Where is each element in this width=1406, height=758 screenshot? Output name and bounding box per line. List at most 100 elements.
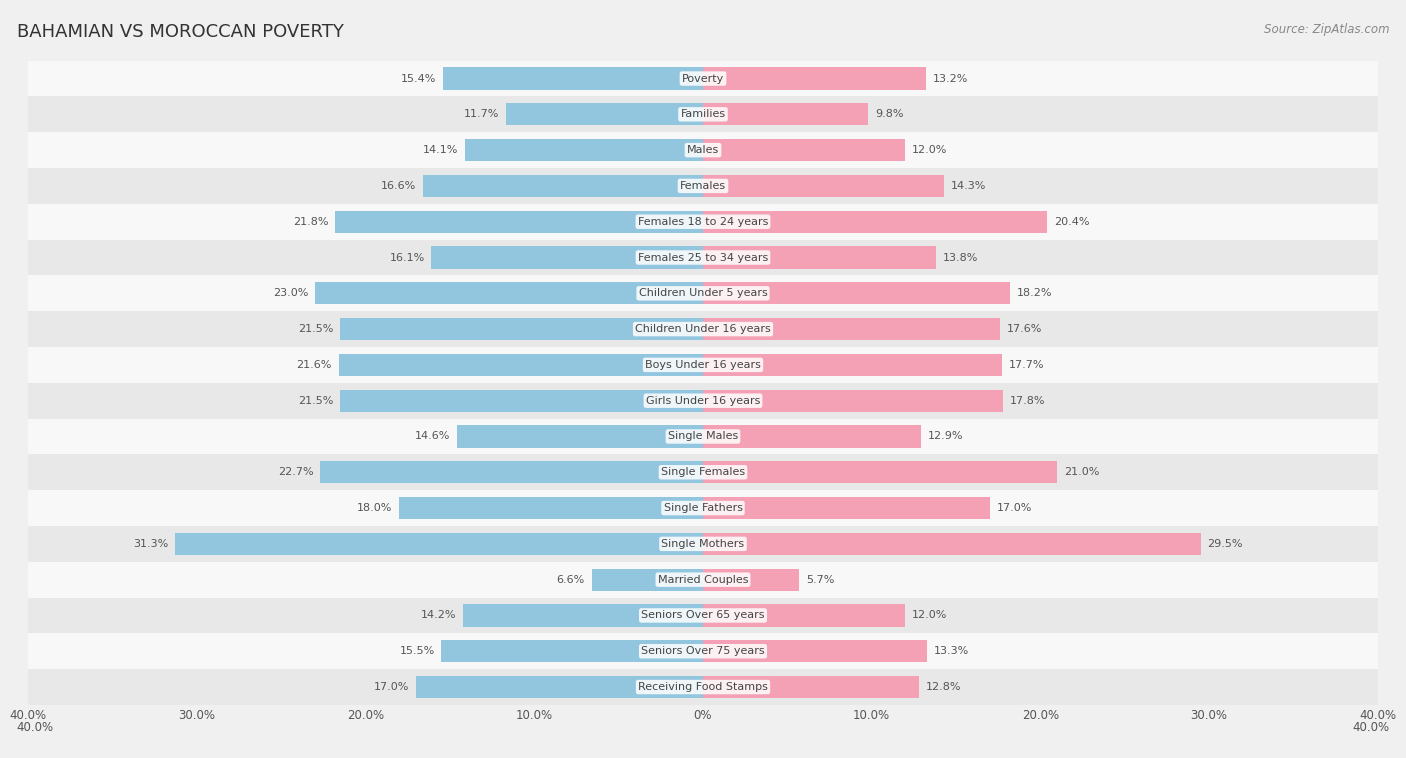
Bar <box>592 568 703 590</box>
Text: 14.1%: 14.1% <box>423 145 458 155</box>
Bar <box>340 318 703 340</box>
Text: Boys Under 16 years: Boys Under 16 years <box>645 360 761 370</box>
Text: 16.6%: 16.6% <box>381 181 416 191</box>
Text: Single Fathers: Single Fathers <box>664 503 742 513</box>
Text: Poverty: Poverty <box>682 74 724 83</box>
Bar <box>340 390 703 412</box>
Text: 9.8%: 9.8% <box>875 109 904 119</box>
Bar <box>28 454 1378 490</box>
Bar <box>703 139 905 161</box>
Text: 21.5%: 21.5% <box>298 324 333 334</box>
Bar <box>457 425 703 447</box>
Bar <box>464 604 703 627</box>
Text: Single Mothers: Single Mothers <box>661 539 745 549</box>
Text: Source: ZipAtlas.com: Source: ZipAtlas.com <box>1264 23 1389 36</box>
Text: 17.0%: 17.0% <box>997 503 1032 513</box>
Text: 15.4%: 15.4% <box>401 74 436 83</box>
Bar <box>703 67 925 89</box>
Bar <box>28 383 1378 418</box>
Bar <box>703 282 1010 305</box>
Text: 12.9%: 12.9% <box>928 431 963 441</box>
Text: 18.0%: 18.0% <box>357 503 392 513</box>
Text: 17.7%: 17.7% <box>1008 360 1043 370</box>
Bar <box>703 533 1201 555</box>
Bar <box>335 211 703 233</box>
Text: 40.0%: 40.0% <box>17 721 53 735</box>
Bar <box>28 240 1378 275</box>
Text: 12.8%: 12.8% <box>925 682 962 692</box>
Text: Girls Under 16 years: Girls Under 16 years <box>645 396 761 406</box>
Bar <box>703 390 1004 412</box>
Text: Seniors Over 75 years: Seniors Over 75 years <box>641 647 765 656</box>
Text: Children Under 5 years: Children Under 5 years <box>638 288 768 299</box>
Bar <box>28 61 1378 96</box>
Bar <box>703 641 928 662</box>
Bar <box>28 634 1378 669</box>
Bar <box>28 132 1378 168</box>
Text: Single Males: Single Males <box>668 431 738 441</box>
Text: 17.6%: 17.6% <box>1007 324 1042 334</box>
Bar <box>321 461 703 484</box>
Text: 21.0%: 21.0% <box>1064 467 1099 478</box>
Text: 13.8%: 13.8% <box>942 252 979 262</box>
Text: Married Couples: Married Couples <box>658 575 748 584</box>
Bar <box>703 175 945 197</box>
Bar <box>28 597 1378 634</box>
Bar <box>441 641 703 662</box>
Text: 29.5%: 29.5% <box>1208 539 1243 549</box>
Text: 18.2%: 18.2% <box>1017 288 1052 299</box>
Bar <box>416 676 703 698</box>
Text: 14.6%: 14.6% <box>415 431 450 441</box>
Bar <box>339 354 703 376</box>
Bar <box>28 418 1378 454</box>
Text: 31.3%: 31.3% <box>134 539 169 549</box>
Text: 23.0%: 23.0% <box>273 288 308 299</box>
Bar <box>703 461 1057 484</box>
Text: 5.7%: 5.7% <box>806 575 834 584</box>
Text: Females: Females <box>681 181 725 191</box>
Text: Females 25 to 34 years: Females 25 to 34 years <box>638 252 768 262</box>
Bar <box>28 312 1378 347</box>
Bar <box>703 103 869 125</box>
Text: 16.1%: 16.1% <box>389 252 425 262</box>
Bar <box>423 175 703 197</box>
Bar <box>703 211 1047 233</box>
Text: 21.5%: 21.5% <box>298 396 333 406</box>
Bar <box>28 526 1378 562</box>
Text: Males: Males <box>688 145 718 155</box>
Bar <box>443 67 703 89</box>
Text: 22.7%: 22.7% <box>277 467 314 478</box>
Text: 21.8%: 21.8% <box>292 217 329 227</box>
Text: Single Females: Single Females <box>661 467 745 478</box>
Text: 12.0%: 12.0% <box>912 610 948 621</box>
Bar <box>28 204 1378 240</box>
Text: 11.7%: 11.7% <box>464 109 499 119</box>
Text: 13.3%: 13.3% <box>934 647 969 656</box>
Text: 13.2%: 13.2% <box>932 74 967 83</box>
Bar <box>28 168 1378 204</box>
Text: 17.8%: 17.8% <box>1010 396 1046 406</box>
Text: 14.3%: 14.3% <box>950 181 987 191</box>
Text: 14.2%: 14.2% <box>422 610 457 621</box>
Bar <box>703 497 990 519</box>
Bar <box>28 347 1378 383</box>
Text: Females 18 to 24 years: Females 18 to 24 years <box>638 217 768 227</box>
Text: 15.5%: 15.5% <box>399 647 434 656</box>
Bar <box>703 676 920 698</box>
Text: Children Under 16 years: Children Under 16 years <box>636 324 770 334</box>
Bar <box>315 282 703 305</box>
Text: 40.0%: 40.0% <box>1353 721 1389 735</box>
Text: Families: Families <box>681 109 725 119</box>
Text: Receiving Food Stamps: Receiving Food Stamps <box>638 682 768 692</box>
Text: 20.4%: 20.4% <box>1054 217 1090 227</box>
Text: BAHAMIAN VS MOROCCAN POVERTY: BAHAMIAN VS MOROCCAN POVERTY <box>17 23 343 41</box>
Bar <box>28 96 1378 132</box>
Bar <box>174 533 703 555</box>
Text: 17.0%: 17.0% <box>374 682 409 692</box>
Text: 6.6%: 6.6% <box>557 575 585 584</box>
Bar <box>703 568 799 590</box>
Bar <box>432 246 703 268</box>
Bar <box>703 246 936 268</box>
Text: 12.0%: 12.0% <box>912 145 948 155</box>
Bar <box>399 497 703 519</box>
